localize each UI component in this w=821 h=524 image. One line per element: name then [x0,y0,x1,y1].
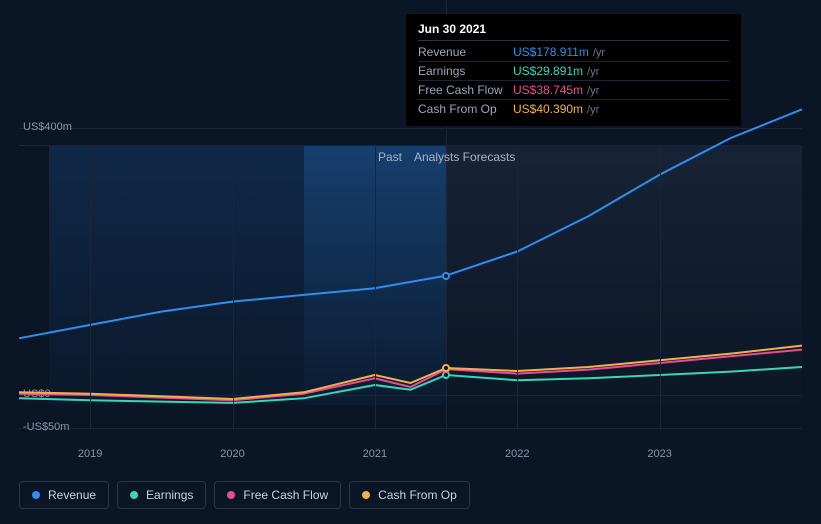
series-line-cfop [19,346,802,399]
legend-dot [227,491,235,499]
legend-dot [130,491,138,499]
tooltip-row-value: US$178.911m [513,45,589,59]
legend-item-revenue[interactable]: Revenue [19,481,109,509]
tooltip-row-unit: /yr [587,104,599,116]
x-gridline [233,145,234,430]
tooltip-row-label: Revenue [418,45,513,59]
tooltip-row: Free Cash FlowUS$38.745m/yr [418,81,729,100]
tooltip-row-label: Free Cash Flow [418,83,513,97]
tooltip-row-value: US$29.891m [513,64,583,78]
x-tick-label: 2020 [220,448,244,460]
legend-item-earnings[interactable]: Earnings [117,481,206,509]
tooltip-row-unit: /yr [587,85,599,97]
x-gridline [517,145,518,430]
tooltip-row-value: US$40.390m [513,102,583,116]
marker-revenue [442,272,450,280]
x-gridline [660,145,661,430]
chart-tooltip: Jun 30 2021 RevenueUS$178.911m/yrEarning… [406,14,741,126]
tooltip-row-label: Earnings [418,64,513,78]
series-line-revenue [19,109,802,338]
tooltip-title: Jun 30 2021 [418,22,729,41]
x-tick-label: 2019 [78,448,102,460]
tooltip-row: RevenueUS$178.911m/yr [418,43,729,62]
x-gridline [90,145,91,430]
legend-item-cfop[interactable]: Cash From Op [349,481,470,509]
tooltip-row: EarningsUS$29.891m/yr [418,62,729,81]
tooltip-row-unit: /yr [593,47,605,59]
x-tick-label: 2022 [505,448,529,460]
tooltip-row: Cash From OpUS$40.390m/yr [418,100,729,118]
x-gridline [375,145,376,430]
tooltip-row-label: Cash From Op [418,102,513,116]
legend-label: Free Cash Flow [243,488,328,502]
tooltip-row-unit: /yr [587,66,599,78]
legend-dot [362,491,370,499]
legend-label: Revenue [48,488,96,502]
legend-label: Cash From Op [378,488,457,502]
legend-item-fcf[interactable]: Free Cash Flow [214,481,341,509]
marker-cfop [442,364,450,372]
chart-legend: Revenue Earnings Free Cash Flow Cash From O… [19,481,470,509]
tooltip-row-value: US$38.745m [513,83,583,97]
x-tick-label: 2023 [647,448,671,460]
legend-dot [32,491,40,499]
legend-label: Earnings [146,488,193,502]
x-tick-label: 2021 [363,448,387,460]
